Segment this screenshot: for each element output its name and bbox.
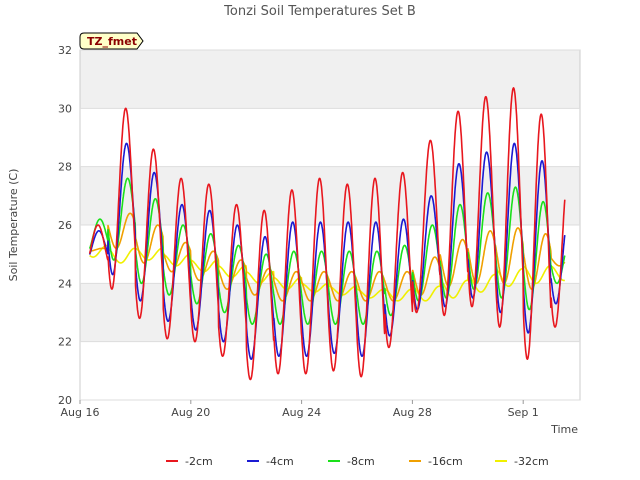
x-tick-label: Aug 16 bbox=[61, 406, 100, 419]
plot-band bbox=[80, 166, 580, 225]
y-tick-label: 28 bbox=[58, 161, 72, 174]
x-tick-labels: Aug 16 Aug 20 Aug 24 Aug 28 Sep 1 bbox=[61, 400, 539, 419]
x-axis-label: Time bbox=[550, 423, 578, 436]
legend-label: -2cm bbox=[185, 455, 213, 468]
legend-label: -32cm bbox=[514, 455, 549, 468]
series-lines bbox=[88, 87, 566, 381]
series-line-minus-2cm bbox=[88, 87, 566, 381]
legend: -2cm -4cm -8cm -16cm -32cm bbox=[166, 455, 549, 468]
y-tick-label: 20 bbox=[58, 394, 72, 407]
x-tick-label: Aug 20 bbox=[171, 406, 210, 419]
x-tick-label: Aug 24 bbox=[282, 406, 321, 419]
y-tick-label: 24 bbox=[58, 277, 72, 290]
badge-shape bbox=[79, 32, 144, 50]
legend-label: -8cm bbox=[347, 455, 375, 468]
x-tick-label: Sep 1 bbox=[508, 406, 539, 419]
tz-fmet-badge: TZ_fmet bbox=[79, 32, 144, 50]
x-tick-label: Aug 28 bbox=[393, 406, 432, 419]
badge-label: TZ_fmet bbox=[87, 35, 137, 48]
y-tick-label: 26 bbox=[58, 219, 72, 232]
y-tick-label: 30 bbox=[58, 102, 72, 115]
chart-title: Tonzi Soil Temperatures Set B bbox=[223, 4, 416, 19]
legend-label: -16cm bbox=[428, 455, 463, 468]
y-tick-label: 32 bbox=[58, 44, 72, 57]
plot-band bbox=[80, 50, 580, 109]
y-axis-label: Soil Temperature (C) bbox=[7, 169, 20, 282]
y-tick-label: 22 bbox=[58, 336, 72, 349]
legend-label: -4cm bbox=[266, 455, 294, 468]
y-tick-labels: 20 22 24 26 28 30 32 bbox=[58, 44, 72, 407]
